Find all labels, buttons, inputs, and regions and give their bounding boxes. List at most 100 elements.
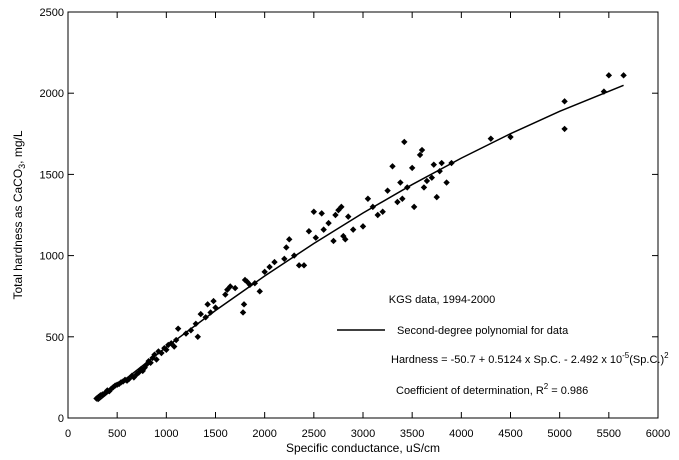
data-point [212,304,219,311]
data-point [290,252,298,259]
data-point [420,184,428,191]
data-point [330,237,337,245]
x-tick-label: 4500 [498,428,522,440]
data-point [222,291,229,298]
data-point [147,359,154,366]
data-point [300,262,308,269]
eq-text: Hardness = -50.7 + 0.5124 x Sp.C. - 2.49… [391,354,622,366]
data-point [261,268,268,276]
x-tick-label: 3500 [400,428,424,440]
data-point [448,159,455,167]
data-point [410,203,418,211]
y-tick-label: 2000 [40,88,64,100]
data-point [561,98,568,105]
data-point [418,146,426,154]
x-tick-label: 1500 [203,428,227,440]
data-point [394,198,401,206]
source-note: KGS data, 1994-2000 [389,294,495,306]
data-point [507,133,514,141]
data-point [239,309,247,316]
data-point [374,211,381,219]
data-point [256,288,263,295]
x-tick-label: 6000 [646,428,670,440]
data-point [338,203,345,211]
data-point [312,234,319,241]
data-point [332,211,339,219]
data-point [194,333,201,340]
y-tick-label: 1000 [40,251,64,263]
data-point [231,284,239,292]
data-point [605,72,613,79]
data-point [123,377,131,384]
data-point [364,195,372,202]
data-point [151,351,158,358]
data-point [430,161,437,168]
data-point [271,258,278,266]
y-label-text: Total hardness as CaCO [11,169,25,300]
data-point [246,281,254,289]
data-point [320,226,327,233]
r2-sup: 2 [544,382,549,391]
data-point [295,262,303,269]
r2-text: Coefficient of determination, R [396,385,544,397]
data-point [227,283,234,290]
data-point [137,366,144,373]
data-point [359,223,367,230]
x-axis-label: Specific conductance, uS/cm [286,441,440,455]
y-label-sub: 3 [17,164,27,169]
equation: Hardness = -50.7 + 0.5124 x Sp.C. - 2.49… [391,351,669,366]
y-label-rest: , mg/L [11,130,25,164]
data-point [182,330,190,337]
data-point [369,203,377,211]
y-tick-label: 500 [46,332,64,344]
data-point [438,159,445,167]
data-point [192,320,200,328]
x-tick-label: 4000 [449,428,473,440]
data-point [158,349,165,357]
data-point [408,164,416,172]
x-tick-label: 1000 [154,428,178,440]
data-point [251,280,259,287]
x-tick-label: 5500 [597,428,621,440]
data-point [389,163,396,170]
data-point [342,236,349,243]
data-point [384,187,391,194]
data-point [95,393,102,401]
data-point [325,219,332,227]
data-point [172,336,180,344]
data-point [423,177,431,185]
data-point [281,255,288,263]
data-point [204,301,211,308]
data-point [153,356,160,363]
eq-mid: (Sp.C.) [629,354,664,366]
data-point [401,138,408,146]
data-point [345,213,352,220]
r2-note: Coefficient of determination, R2 = 0.986 [396,382,588,397]
data-point [318,210,325,217]
data-point [197,310,204,318]
y-tick-label: 2500 [40,7,64,19]
data-point [436,167,443,175]
data-point [174,325,182,332]
data-point [286,236,293,243]
data-point [210,297,217,305]
data-point [171,343,178,350]
data-point [349,226,357,233]
data-point [399,195,406,202]
data-point [397,179,404,186]
legend-label: Second-degree polynomial for data [397,325,569,337]
data-point [101,390,108,397]
x-tick-label: 0 [65,428,71,440]
data-point [240,301,248,308]
data-point [266,263,273,271]
data-point [404,184,411,191]
data-point [110,383,117,391]
data-point [600,88,608,95]
data-point [202,314,209,321]
data-point [310,208,318,215]
data-point [487,135,495,142]
eq-sup: 2 [664,351,669,360]
data-point [187,327,195,334]
x-tick-label: 2000 [252,428,276,440]
